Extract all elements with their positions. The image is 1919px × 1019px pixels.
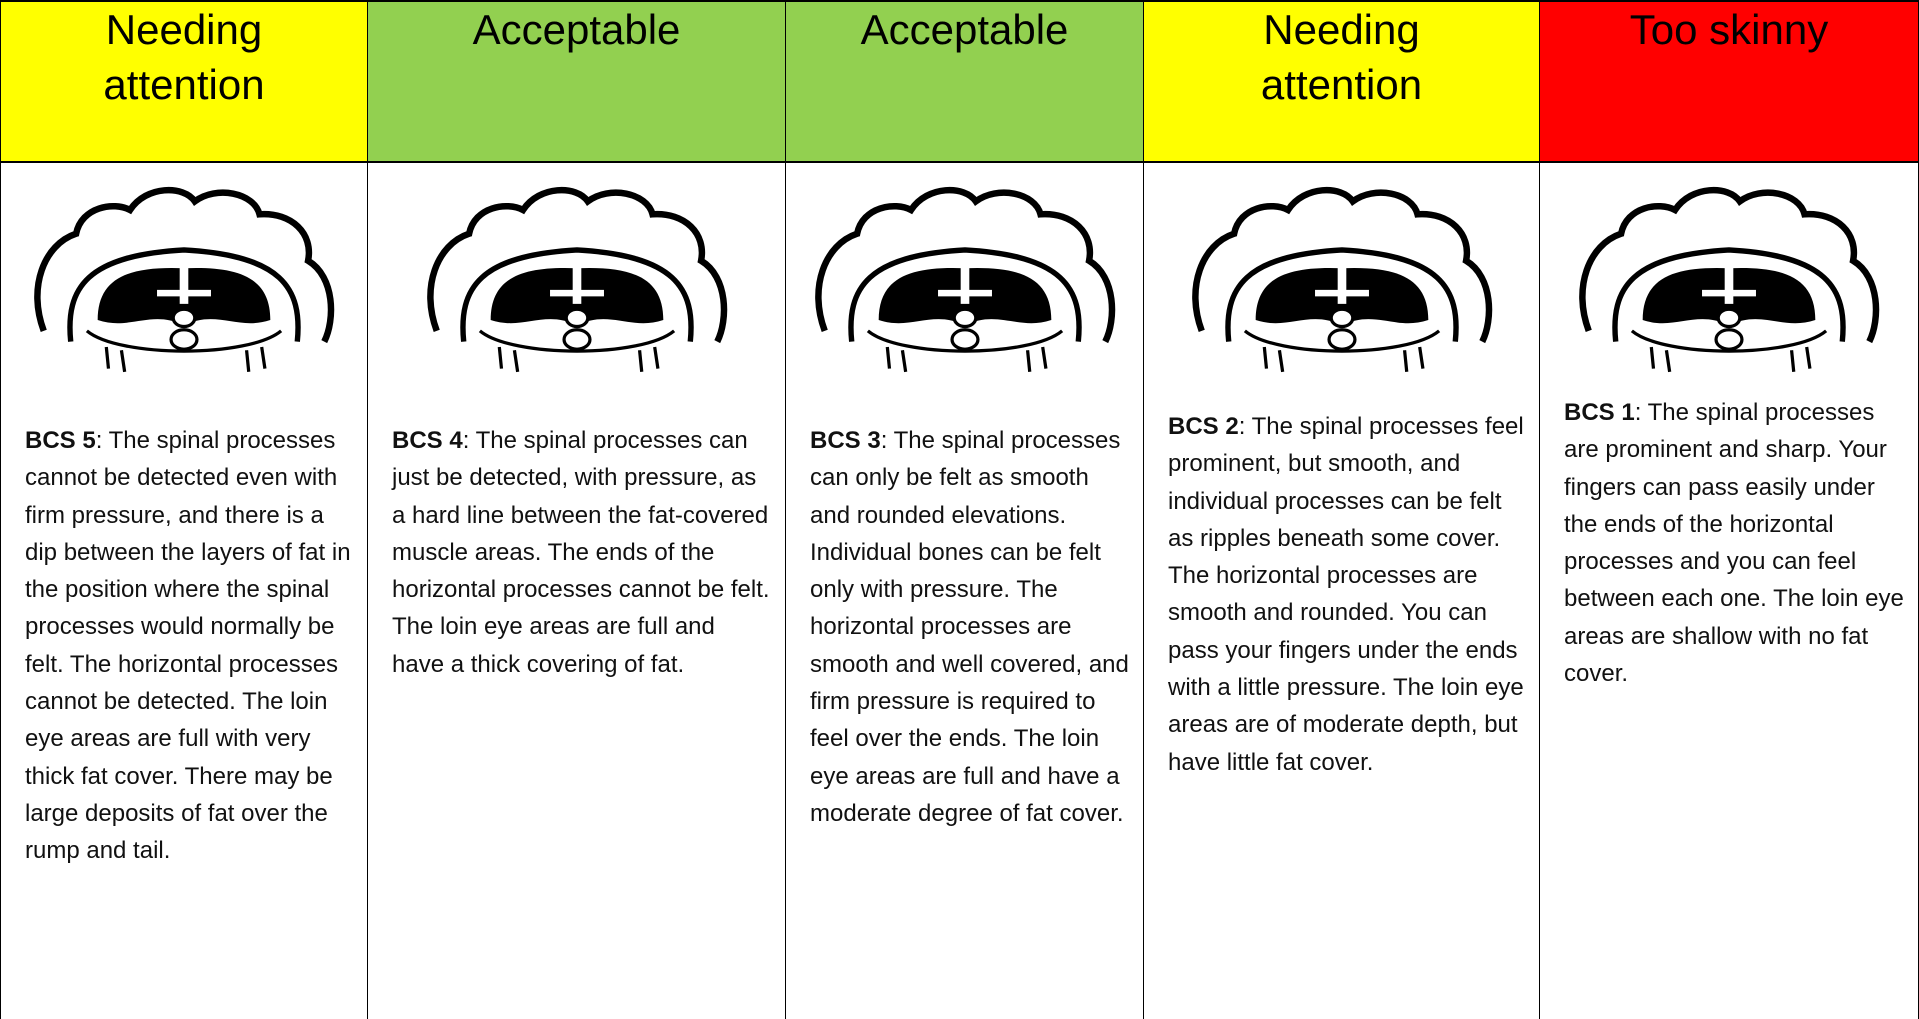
bcs-score: BCS 4 [392,427,463,454]
description: BCS 1: The spinal processes are prominen… [1564,394,1904,692]
body-condition-illustration [19,169,349,374]
column-header: Too skinny [1540,0,1918,163]
description: BCS 5: The spinal processes cannot be de… [25,422,353,870]
body-condition-illustration [800,169,1130,374]
bcs-score: BCS 2 [1168,413,1239,440]
description-text: : The spinal processes can just be detec… [392,427,770,678]
description: BCS 4: The spinal processes can just be … [392,422,771,683]
column-header: Acceptable [368,0,785,163]
column-header: Needing attention [1,0,367,163]
column: Too skinny BCS 1: The spinal processes ar… [1540,0,1919,1019]
column-header: Acceptable [786,0,1143,163]
description-text: : The spinal processes are prominent and… [1564,399,1904,688]
body-condition-illustration [1177,169,1507,374]
description: BCS 2: The spinal processes feel promine… [1168,408,1525,781]
body-condition-illustration [1564,169,1894,374]
description: BCS 3: The spinal processes can only be … [810,422,1129,832]
body-condition-illustration [412,169,742,374]
description-text: : The spinal processes feel prominent, b… [1168,413,1524,776]
description-text: : The spinal processes cannot be detecte… [25,427,351,865]
column: Acceptable BCS 4: The spinal processes ca… [368,0,786,1019]
bcs-score: BCS 3 [810,427,881,454]
bcs-score: BCS 5 [25,427,96,454]
bcs-score: BCS 1 [1564,399,1635,426]
column: Needing attention BCS 5: The spinal proce… [0,0,368,1019]
description-text: : The spinal processes can only be felt … [810,427,1129,827]
column: Acceptable BCS 3: The spinal processes ca… [786,0,1144,1019]
column-header: Needing attention [1144,0,1539,163]
column: Needing attention BCS 2: The spinal proce… [1144,0,1540,1019]
